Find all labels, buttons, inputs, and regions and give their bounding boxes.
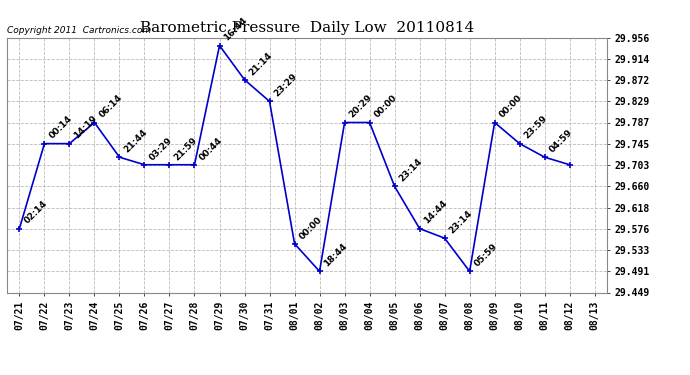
Text: Copyright 2011  Cartronics.com: Copyright 2011 Cartronics.com — [7, 26, 151, 35]
Text: 14:19: 14:19 — [72, 114, 99, 141]
Text: 06:14: 06:14 — [97, 93, 124, 120]
Text: 23:59: 23:59 — [522, 114, 549, 141]
Text: 00:00: 00:00 — [297, 214, 324, 241]
Text: 00:44: 00:44 — [197, 135, 224, 162]
Text: 21:59: 21:59 — [172, 135, 199, 162]
Title: Barometric Pressure  Daily Low  20110814: Barometric Pressure Daily Low 20110814 — [140, 21, 474, 35]
Text: 21:44: 21:44 — [122, 128, 149, 154]
Text: 02:14: 02:14 — [22, 199, 49, 226]
Text: 00:00: 00:00 — [373, 93, 399, 120]
Text: 23:14: 23:14 — [397, 157, 424, 184]
Text: 21:14: 21:14 — [247, 50, 274, 77]
Text: 00:00: 00:00 — [497, 93, 524, 120]
Text: 00:14: 00:14 — [47, 114, 74, 141]
Text: 05:59: 05:59 — [473, 242, 499, 268]
Text: 04:59: 04:59 — [547, 128, 574, 154]
Text: 20:29: 20:29 — [347, 93, 374, 120]
Text: 18:44: 18:44 — [322, 242, 349, 268]
Text: 14:44: 14:44 — [422, 199, 449, 226]
Text: 23:14: 23:14 — [447, 209, 474, 236]
Text: 23:29: 23:29 — [273, 72, 299, 99]
Text: 16:44: 16:44 — [222, 16, 249, 43]
Text: 03:29: 03:29 — [147, 135, 174, 162]
